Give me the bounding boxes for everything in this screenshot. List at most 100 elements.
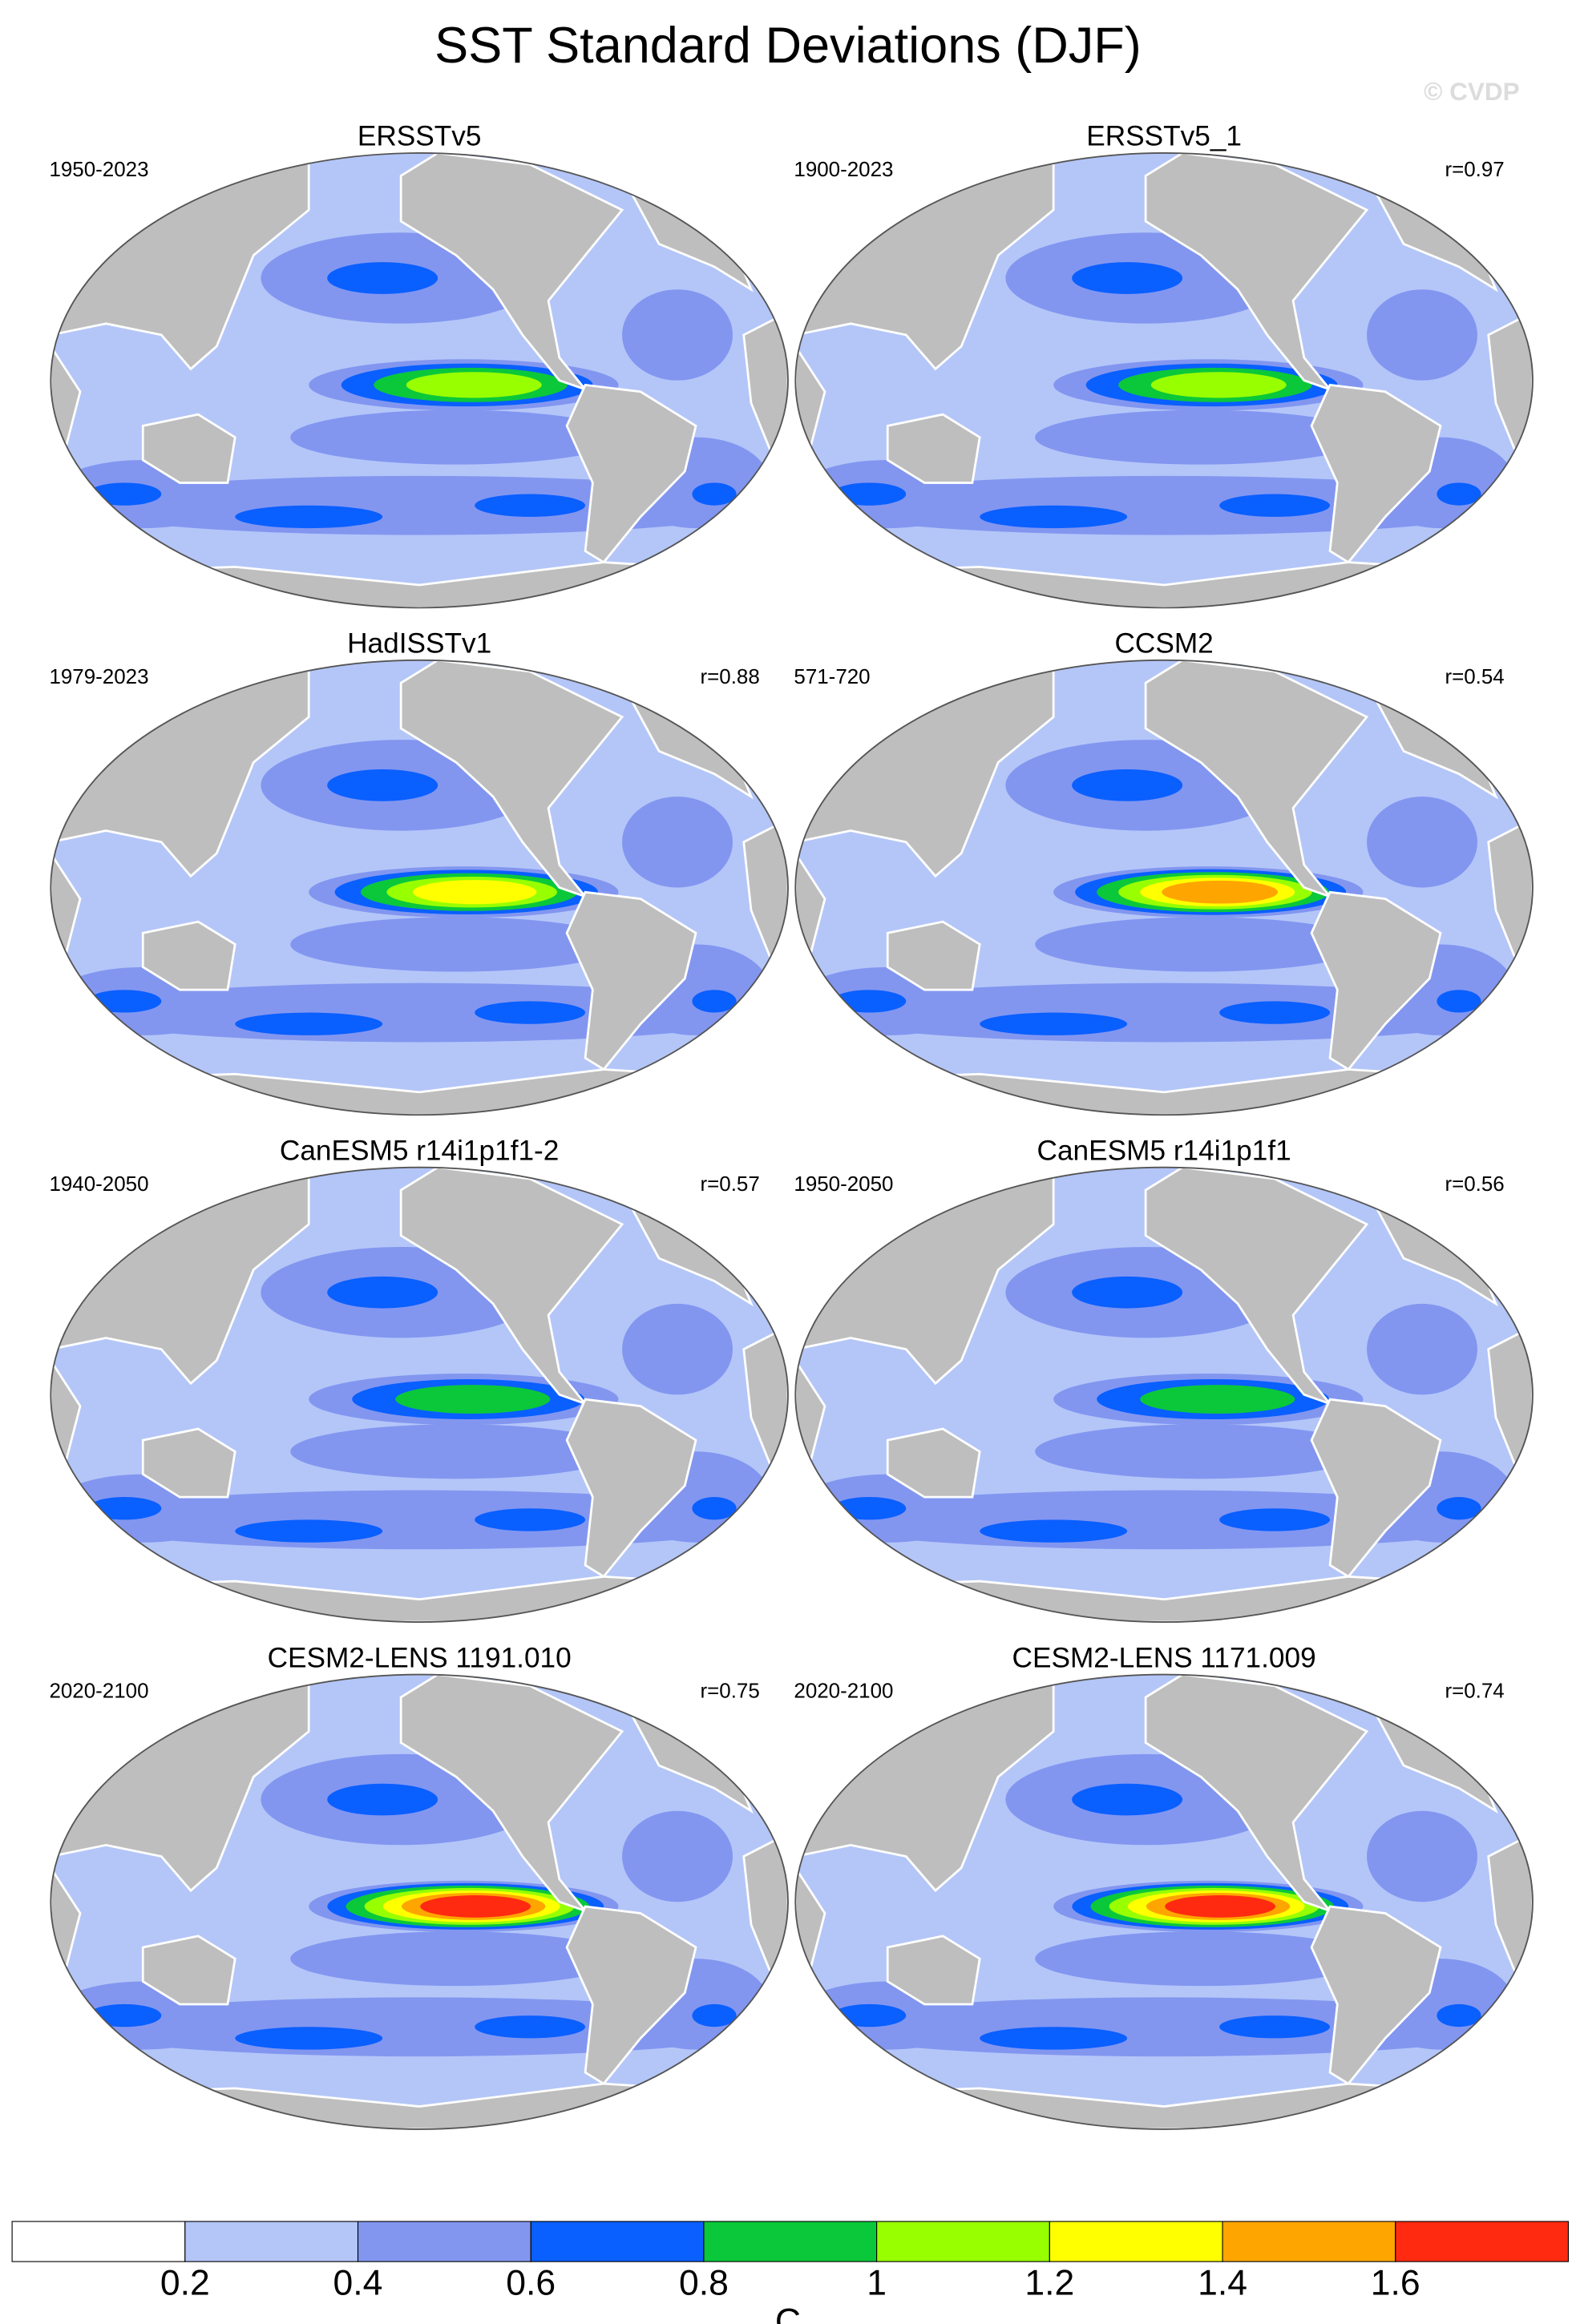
- panel-correlation: r=0.88: [700, 666, 759, 688]
- land: [141, 1935, 236, 2006]
- color-box: [1222, 2221, 1396, 2262]
- ocean-region: [622, 289, 733, 381]
- ocean-region: [1367, 797, 1477, 888]
- ocean-region: [1437, 2003, 1481, 2027]
- color-box: [530, 2221, 705, 2262]
- ocean-region: [832, 990, 907, 1013]
- color-box: [11, 2221, 186, 2262]
- map-panel: ERSSTv5_1 1900-2023 r=0.97: [794, 121, 1534, 609]
- panel-correlation: r=0.57: [700, 1173, 759, 1196]
- ocean-region: [87, 990, 162, 1013]
- ocean-region: [1072, 262, 1183, 294]
- ocean-region: [1035, 410, 1368, 465]
- ocean-region: [692, 1497, 737, 1520]
- ocean-region: [1035, 917, 1368, 972]
- map-outline: [794, 1166, 1534, 1623]
- equatorial-anomaly: [1162, 880, 1279, 904]
- ocean-region: [832, 2003, 907, 2027]
- map-panel: CanESM5 r14i1p1f1-2 1940-2050 r=0.57: [49, 1135, 789, 1623]
- panel-title: CanESM5 r14i1p1f1-2: [280, 1135, 559, 1166]
- colorbar-tick-label: 0.4: [333, 2264, 383, 2303]
- land: [141, 920, 236, 991]
- ocean-region: [87, 482, 162, 506]
- ocean-region: [692, 482, 737, 506]
- panel-title: CESM2-LENS 1171.009: [1012, 1642, 1316, 1673]
- land: [399, 1167, 624, 1406]
- ocean-region: [1072, 1783, 1183, 1816]
- ocean-region: [1367, 1810, 1477, 1902]
- land: [886, 1935, 981, 2006]
- ocean-region: [980, 1519, 1128, 1543]
- map-panel: HadISSTv1 1979-2023 r=0.88: [49, 628, 789, 1116]
- panel-correlation: r=0.97: [1445, 159, 1504, 181]
- map-body: [51, 660, 789, 1116]
- panel-period: 1900-2023: [794, 159, 893, 181]
- map-body: [51, 1674, 789, 2129]
- ocean-region: [1035, 1931, 1368, 1987]
- equatorial-anomaly: [412, 880, 537, 905]
- land: [141, 1427, 236, 1499]
- ocean-region: [980, 2027, 1128, 2050]
- map-panel: CESM2-LENS 1171.009 2020-2100 r=0.74: [794, 1642, 1534, 2130]
- map-panel: CESM2-LENS 1191.010 2020-2100 r=0.75: [49, 1642, 789, 2130]
- ocean-region: [1437, 482, 1481, 506]
- land: [1310, 890, 1442, 1071]
- colorbar: 0.2 0.4 0.6 0.8 1 1.2 1.4 1.6 C: [11, 2221, 1570, 2324]
- land: [886, 1427, 981, 1499]
- map-body: [51, 1167, 789, 1623]
- land: [565, 1905, 697, 2085]
- ocean-region: [475, 494, 586, 517]
- color-box: [184, 2221, 359, 2262]
- map-body: [795, 1674, 1533, 2129]
- map-body: [795, 152, 1533, 608]
- ocean-region: [980, 505, 1128, 529]
- ocean-region: [235, 505, 383, 529]
- map-outline: [794, 152, 1534, 609]
- ocean-region: [235, 2027, 383, 2050]
- ocean-region: [327, 769, 438, 801]
- land: [886, 920, 981, 991]
- figure-title: SST Standard Deviations (DJF): [434, 18, 1142, 74]
- map-body: [795, 1167, 1533, 1623]
- colorbar-tick-label: 0.6: [506, 2264, 556, 2303]
- map-outline: [50, 1673, 789, 2130]
- land: [399, 660, 624, 899]
- colorbar-tick-label: 1.4: [1198, 2264, 1247, 2303]
- panel-correlation: r=0.56: [1445, 1173, 1504, 1196]
- panel-period: 1940-2050: [49, 1173, 148, 1196]
- ocean-region: [290, 1424, 623, 1479]
- ocean-region: [980, 1012, 1128, 1035]
- panel-title: ERSSTv5_1: [1086, 121, 1242, 152]
- ocean-region: [475, 1508, 586, 1531]
- ocean-region: [832, 482, 907, 506]
- colorbar-tick-label: 1.2: [1024, 2264, 1074, 2303]
- panel-period: 1950-2050: [794, 1173, 893, 1196]
- ocean-region: [692, 2003, 737, 2027]
- panel-title: ERSSTv5: [358, 121, 482, 152]
- ocean-region: [622, 1810, 733, 1902]
- ocean-region: [475, 1001, 586, 1024]
- ocean-region: [622, 1303, 733, 1395]
- land: [565, 383, 697, 564]
- land: [1310, 1905, 1442, 2085]
- panel-period: 1950-2023: [49, 159, 148, 181]
- equatorial-anomaly: [1150, 372, 1287, 398]
- panel-title: CanESM5 r14i1p1f1: [1037, 1135, 1291, 1166]
- map-body: [51, 152, 789, 608]
- equatorial-anomaly: [406, 372, 542, 398]
- colorbar-tick-label: 0.8: [679, 2264, 729, 2303]
- watermark: © CVDP: [1424, 77, 1520, 106]
- color-box: [876, 2221, 1050, 2262]
- land: [1310, 383, 1442, 564]
- ocean-region: [622, 797, 733, 888]
- map-outline: [794, 659, 1534, 1116]
- land: [1310, 1398, 1442, 1579]
- panel-title: CCSM2: [1114, 628, 1213, 660]
- land: [399, 1674, 624, 1914]
- ocean-region: [1437, 1497, 1481, 1520]
- ocean-region: [1072, 1276, 1183, 1309]
- map-panel: ERSSTv5 1950-2023: [49, 121, 789, 609]
- map-outline: [794, 1673, 1534, 2130]
- equatorial-anomaly: [420, 1895, 531, 1918]
- ocean-region: [832, 1497, 907, 1520]
